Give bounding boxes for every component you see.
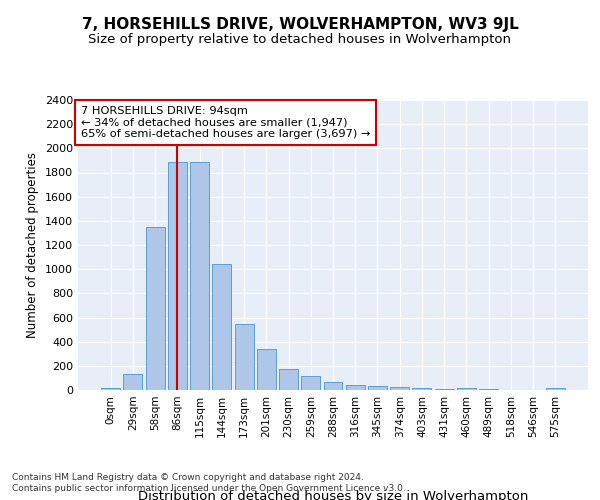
X-axis label: Distribution of detached houses by size in Wolverhampton: Distribution of detached houses by size … — [138, 490, 528, 500]
Bar — [101, 388, 120, 390]
Text: 7, HORSEHILLS DRIVE, WOLVERHAMPTON, WV3 9JL: 7, HORSEHILLS DRIVE, WOLVERHAMPTON, WV3 … — [82, 18, 518, 32]
Bar — [124, 374, 142, 390]
Bar — [368, 386, 387, 390]
Bar — [146, 227, 164, 390]
Bar — [390, 386, 409, 390]
Y-axis label: Number of detached properties: Number of detached properties — [26, 152, 40, 338]
Bar — [168, 162, 187, 390]
Text: Contains public sector information licensed under the Open Government Licence v3: Contains public sector information licen… — [12, 484, 406, 493]
Text: 7 HORSEHILLS DRIVE: 94sqm
← 34% of detached houses are smaller (1,947)
65% of se: 7 HORSEHILLS DRIVE: 94sqm ← 34% of detac… — [80, 106, 370, 139]
Bar — [212, 264, 231, 390]
Text: Size of property relative to detached houses in Wolverhampton: Size of property relative to detached ho… — [89, 32, 511, 46]
Bar — [235, 324, 254, 390]
Bar — [546, 388, 565, 390]
Bar — [190, 162, 209, 390]
Bar — [323, 382, 343, 390]
Bar — [457, 388, 476, 390]
Bar — [301, 376, 320, 390]
Bar — [279, 369, 298, 390]
Bar — [412, 388, 431, 390]
Text: Contains HM Land Registry data © Crown copyright and database right 2024.: Contains HM Land Registry data © Crown c… — [12, 472, 364, 482]
Bar — [257, 349, 276, 390]
Bar — [346, 385, 365, 390]
